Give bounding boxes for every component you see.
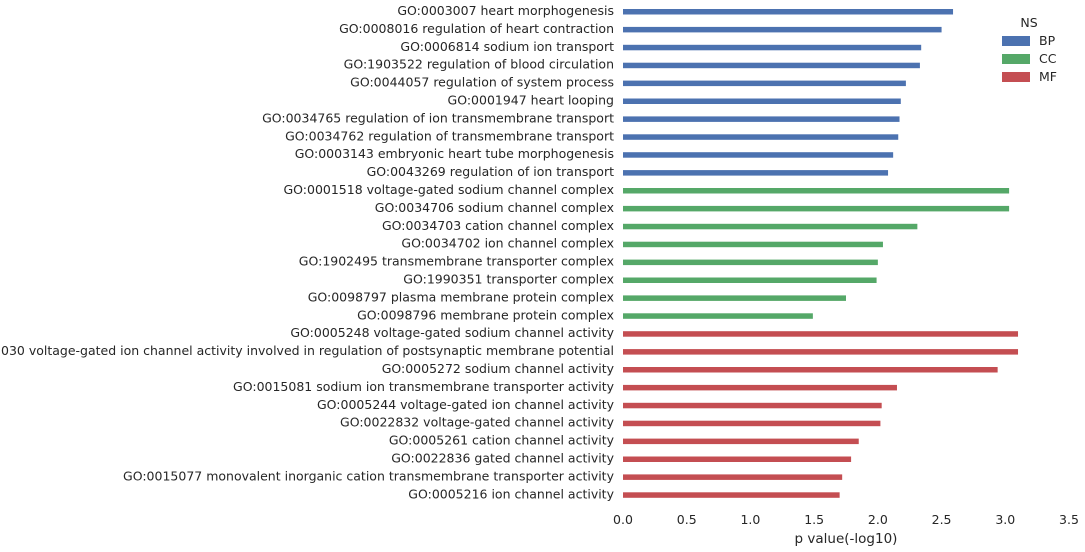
legend-swatch	[1002, 72, 1030, 82]
bar	[623, 456, 852, 462]
category-label: GO:1903522 regulation of blood circulati…	[344, 57, 614, 72]
category-label: GO:0034702 ion channel complex	[401, 236, 614, 251]
category-label: GO:1902495 transmembrane transporter com…	[299, 254, 614, 269]
x-tick-label: 3.0	[995, 512, 1015, 527]
bar	[623, 420, 881, 427]
category-label: GO:0034706 sodium channel complex	[375, 200, 614, 215]
bar	[623, 313, 813, 319]
bars-group	[623, 9, 1019, 498]
category-label: GO:0098797 plasma membrane protein compl…	[308, 289, 614, 304]
x-axis-title: p value(-log10)	[795, 531, 898, 547]
category-label: GO:0005272 sodium channel activity	[382, 361, 615, 376]
bar	[623, 384, 897, 391]
bar	[623, 170, 889, 176]
x-tick-label: 2.5	[932, 512, 952, 527]
x-tick-label: 0.0	[613, 512, 633, 527]
bar	[623, 474, 843, 480]
category-label: GO:0008016 regulation of heart contracti…	[339, 21, 614, 36]
x-tick-label: 0.5	[677, 512, 697, 527]
bar	[623, 492, 840, 498]
bar	[623, 205, 1010, 212]
bar	[623, 98, 901, 104]
category-label: GO:0005216 ion channel activity	[408, 486, 614, 501]
bar	[623, 116, 900, 122]
category-label: GO:0044057 regulation of system process	[350, 75, 614, 90]
category-label: GO:0015081 sodium ion transmembrane tran…	[233, 379, 615, 394]
x-tick-label: 1.0	[740, 512, 760, 527]
bar	[623, 44, 922, 51]
bar	[623, 134, 899, 140]
bar	[623, 331, 1019, 337]
bar	[623, 402, 882, 409]
category-label: GO:0005244 voltage-gated ion channel act…	[317, 397, 615, 412]
x-tick-label: 1.5	[804, 512, 824, 527]
bar	[623, 152, 894, 158]
bar	[623, 188, 1010, 194]
category-label: GO:0022832 voltage-gated channel activit…	[340, 415, 615, 430]
category-label: GO:0034703 cation channel complex	[382, 218, 614, 233]
x-tick-label: 2.0	[868, 512, 888, 527]
bar	[623, 62, 920, 69]
category-label: GO:0098796 membrane protein complex	[357, 307, 614, 322]
category-label: GO:0034765 regulation of ion transmembra…	[262, 110, 614, 125]
legend-label: CC	[1039, 51, 1057, 66]
x-tick-labels: 0.0 0.5 1.0 1.5 2.0 2.5 3.0 3.5	[613, 512, 1079, 527]
category-label: GO:0034762 regulation of transmembrane t…	[285, 128, 614, 143]
x-tick-label: 3.5	[1059, 512, 1079, 527]
category-label: GO:0043269 regulation of ion transport	[367, 164, 615, 179]
bar	[623, 349, 1019, 355]
bar	[623, 259, 878, 266]
category-label: GO:0003143 embryonic heart tube morphoge…	[295, 146, 614, 161]
bar	[623, 295, 846, 301]
legend-label: MF	[1039, 69, 1057, 84]
legend-swatch	[1002, 36, 1030, 46]
bar	[623, 223, 918, 230]
category-label: GO:0015077 monovalent inorganic cation t…	[123, 468, 615, 483]
category-label: GO:0006814 sodium ion transport	[400, 39, 614, 54]
category-label: GO:0022836 gated channel activity	[391, 451, 614, 466]
legend: NS BP CC MF	[1002, 15, 1057, 84]
legend-label: BP	[1039, 33, 1056, 48]
category-label: GO:0003007 heart morphogenesis	[397, 3, 614, 18]
category-labels: GO:0003007 heart morphogenesis GO:0008016…	[0, 3, 615, 501]
bar	[623, 367, 998, 373]
category-label: GO:0001518 voltage-gated sodium channel …	[283, 182, 614, 197]
legend-title: NS	[1020, 15, 1037, 30]
category-label: GO:0005248 voltage-gated sodium channel …	[290, 325, 614, 340]
bar	[623, 277, 877, 283]
bar	[623, 9, 954, 15]
bar	[623, 80, 906, 87]
category-label: GO:1990351 transporter complex	[403, 272, 614, 287]
category-label: GO:1905030 voltage-gated ion channel act…	[0, 343, 614, 358]
bar	[623, 241, 883, 248]
bar	[623, 26, 942, 33]
legend-swatch	[1002, 54, 1030, 64]
category-label: GO:0001947 heart looping	[448, 93, 614, 108]
bar	[623, 438, 859, 445]
category-label: GO:0005261 cation channel activity	[389, 433, 615, 448]
